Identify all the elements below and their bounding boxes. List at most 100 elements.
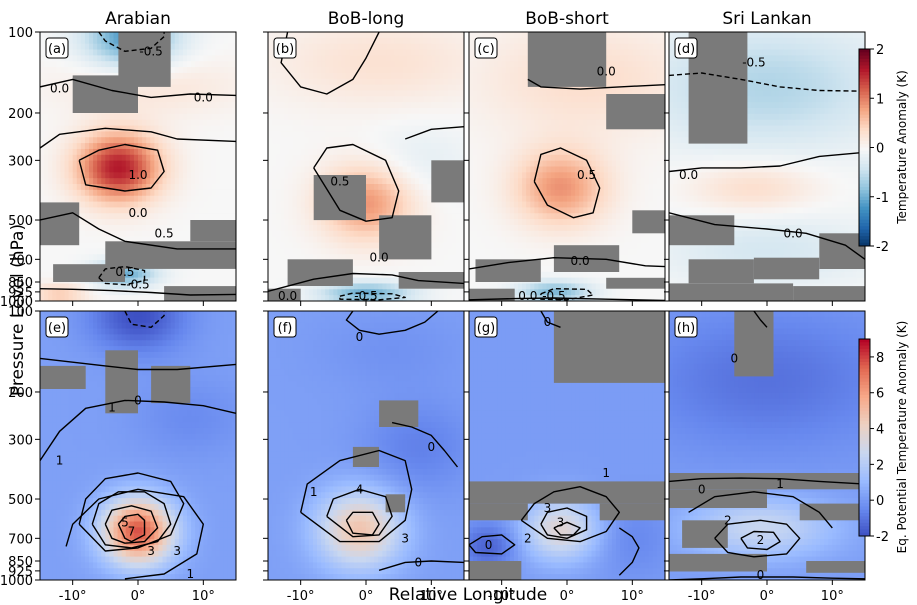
field-cell xyxy=(276,108,281,115)
field-cell xyxy=(48,277,53,285)
field-cell xyxy=(481,78,486,86)
field-cell xyxy=(199,178,204,185)
field-cell xyxy=(280,119,285,127)
field-cell xyxy=(402,43,408,51)
field-cell xyxy=(406,154,412,162)
field-cell xyxy=(415,108,420,115)
field-cell xyxy=(406,102,412,109)
field-cell xyxy=(223,148,229,156)
field-cell xyxy=(52,61,57,68)
field-cell xyxy=(117,236,123,244)
field-cell xyxy=(288,102,294,109)
field-cell xyxy=(296,248,302,255)
field-cell xyxy=(178,102,184,109)
field-cell xyxy=(178,154,184,162)
field-cell xyxy=(459,207,464,214)
field-cell xyxy=(522,90,527,97)
field-cell xyxy=(406,178,412,185)
field-cell xyxy=(162,224,168,232)
field-cell xyxy=(174,184,180,191)
field-cell xyxy=(80,125,86,133)
field-cell xyxy=(447,248,453,255)
field-cell xyxy=(357,119,363,127)
field-cell xyxy=(182,78,188,86)
field-cell xyxy=(174,143,180,150)
field-cell xyxy=(402,178,408,185)
field-cell xyxy=(518,90,523,97)
field-cell xyxy=(64,289,70,296)
field-cell xyxy=(317,55,322,62)
field-cell xyxy=(219,67,225,74)
field-cell xyxy=(296,224,302,232)
field-cell xyxy=(178,219,184,226)
field-cell xyxy=(48,260,53,267)
field-cell xyxy=(308,55,314,62)
field-cell xyxy=(349,84,355,92)
field-cell xyxy=(154,224,160,232)
field-cell xyxy=(284,90,290,97)
field-cell xyxy=(321,113,326,121)
field-cell xyxy=(378,84,383,92)
field-cell xyxy=(308,160,314,168)
field-cell xyxy=(518,61,523,68)
field-cell xyxy=(439,295,445,301)
field-cell xyxy=(357,113,363,121)
field-cell xyxy=(187,195,192,203)
field-cell xyxy=(390,61,396,68)
field-cell xyxy=(44,125,49,133)
field-cell xyxy=(341,137,347,144)
field-cell xyxy=(276,230,281,238)
field-cell xyxy=(76,195,82,203)
field-cell xyxy=(640,90,646,97)
field-cell xyxy=(276,102,281,109)
field-cell xyxy=(423,67,428,74)
field-cell xyxy=(272,254,277,261)
field-cell xyxy=(419,295,424,301)
field-cell xyxy=(308,154,314,162)
field-cell xyxy=(231,108,236,115)
field-cell xyxy=(97,289,102,296)
field-cell xyxy=(80,260,86,267)
field-cell xyxy=(288,108,294,115)
field-cell xyxy=(288,184,294,191)
field-cell xyxy=(231,67,236,74)
field-cell xyxy=(431,43,437,51)
field-cell xyxy=(317,236,322,244)
field-cell xyxy=(341,224,347,232)
field-cell xyxy=(644,55,650,62)
field-cell xyxy=(402,78,408,86)
field-cell xyxy=(178,172,184,179)
field-cell xyxy=(366,37,371,45)
field-cell xyxy=(353,154,359,162)
field-cell xyxy=(223,78,229,86)
field-cell xyxy=(72,248,78,255)
field-cell xyxy=(435,61,441,68)
field-cell xyxy=(611,72,617,80)
field-cell xyxy=(105,207,111,214)
field-cell xyxy=(345,137,351,144)
field-cell xyxy=(129,230,135,238)
field-cell xyxy=(325,119,330,127)
field-cell xyxy=(300,67,306,74)
field-cell xyxy=(366,283,371,290)
field-cell xyxy=(497,37,503,45)
field-cell xyxy=(406,289,412,296)
field-cell xyxy=(632,78,638,86)
field-cell xyxy=(317,49,322,56)
field-cell xyxy=(378,166,383,173)
field-cell xyxy=(349,248,355,255)
field-cell xyxy=(284,125,290,133)
field-cell xyxy=(174,166,180,173)
field-cell xyxy=(268,271,273,279)
field-cell xyxy=(317,154,322,162)
field-cell xyxy=(129,271,135,279)
field-cell xyxy=(361,108,367,115)
field-cell xyxy=(616,90,621,97)
field-cell xyxy=(394,108,400,115)
field-cell xyxy=(443,265,449,273)
field-cell xyxy=(40,189,45,197)
field-cell xyxy=(113,201,119,209)
field-cell xyxy=(333,32,339,39)
field-cell xyxy=(415,72,420,80)
field-cell xyxy=(223,277,229,285)
